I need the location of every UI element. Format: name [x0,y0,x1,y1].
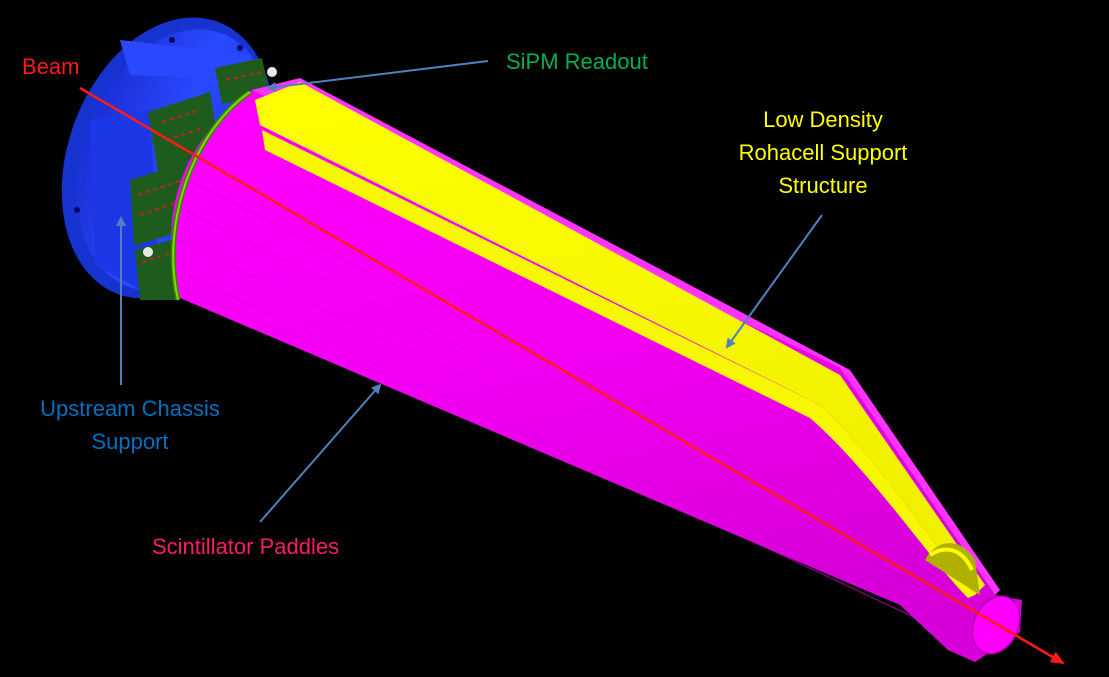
rohacell-label-line-2: Rohacell Support [738,140,908,165]
rohacell-label-line-3: Structure [778,173,868,198]
rohacell-pointer-arrow [725,214,823,349]
chassis-label-line-1: Upstream Chassis [40,396,220,421]
paddles-pointer-arrow [259,383,382,523]
rohacell-label-line-1: Low Density [763,107,883,132]
sipm-readout-label: SiPM Readout [506,49,648,74]
chassis-label-line-2: Support [91,429,169,454]
scintillator-paddles-body [171,78,1022,662]
rohacell-label: Low Density Rohacell Support Structure [718,103,928,202]
sipm-pointer-arrow [266,60,489,92]
beam-line [79,86,1065,665]
rohacell-support-structure [255,82,985,598]
beam-label: Beam [22,54,80,79]
upstream-chassis-label: Upstream Chassis Support [25,392,235,458]
scintillator-paddles-label: Scintillator Paddles [152,534,340,559]
